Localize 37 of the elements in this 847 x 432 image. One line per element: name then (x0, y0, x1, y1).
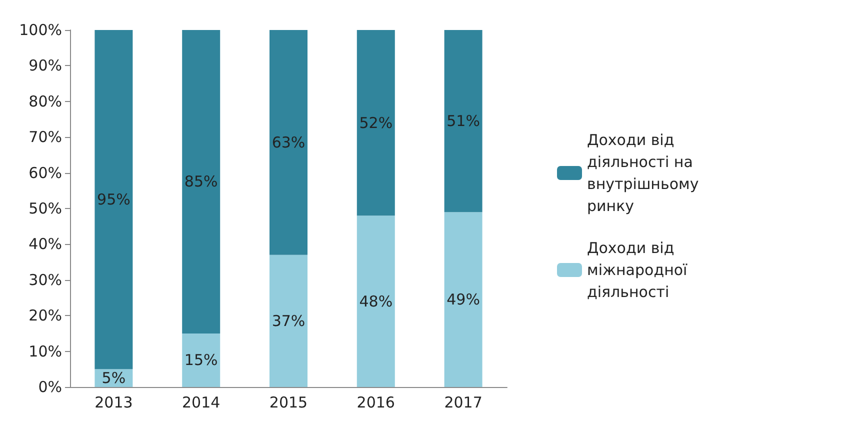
y-tick-label: 80% (28, 92, 62, 110)
bar (356, 216, 395, 387)
data-label: 15% (184, 351, 218, 370)
bar (182, 333, 220, 387)
bar (270, 254, 308, 387)
legend-label: Доходи від міжнародної діяльності (587, 239, 692, 301)
y-tick-label: 0% (38, 378, 62, 396)
x-tick-label: 2016 (356, 394, 395, 412)
bar (182, 30, 220, 334)
legend-label: Доходи від діяльності на внутрішньому ринку (587, 131, 704, 215)
x-tick-label: 2017 (444, 394, 482, 412)
y-tick-label: 40% (28, 235, 62, 254)
x-tick-label: 2015 (269, 394, 308, 412)
y-tick-label: 100% (19, 21, 62, 39)
x-tick-label: 2014 (182, 394, 220, 412)
bar (444, 212, 482, 387)
data-label: 85% (184, 172, 218, 191)
y-tick-label: 20% (28, 306, 62, 325)
data-label: 5% (102, 369, 126, 388)
bar (444, 30, 482, 212)
bar (356, 30, 395, 216)
data-label: 63% (272, 133, 306, 152)
bar (270, 30, 308, 255)
data-label: 52% (359, 114, 393, 132)
y-tick-label: 10% (28, 342, 62, 360)
data-label: 48% (359, 292, 393, 310)
data-label: 51% (446, 112, 480, 130)
y-tick-label: 70% (28, 128, 62, 146)
y-tick-label: 60% (28, 164, 62, 182)
data-label: 95% (97, 190, 130, 209)
y-tick-label: 50% (28, 200, 62, 218)
data-label: 49% (446, 290, 480, 309)
bar (94, 30, 133, 370)
x-tick-label: 2013 (94, 394, 133, 412)
data-label: 37% (272, 312, 306, 330)
y-tick-label: 30% (28, 270, 62, 289)
y-tick-label: 90% (28, 56, 62, 75)
